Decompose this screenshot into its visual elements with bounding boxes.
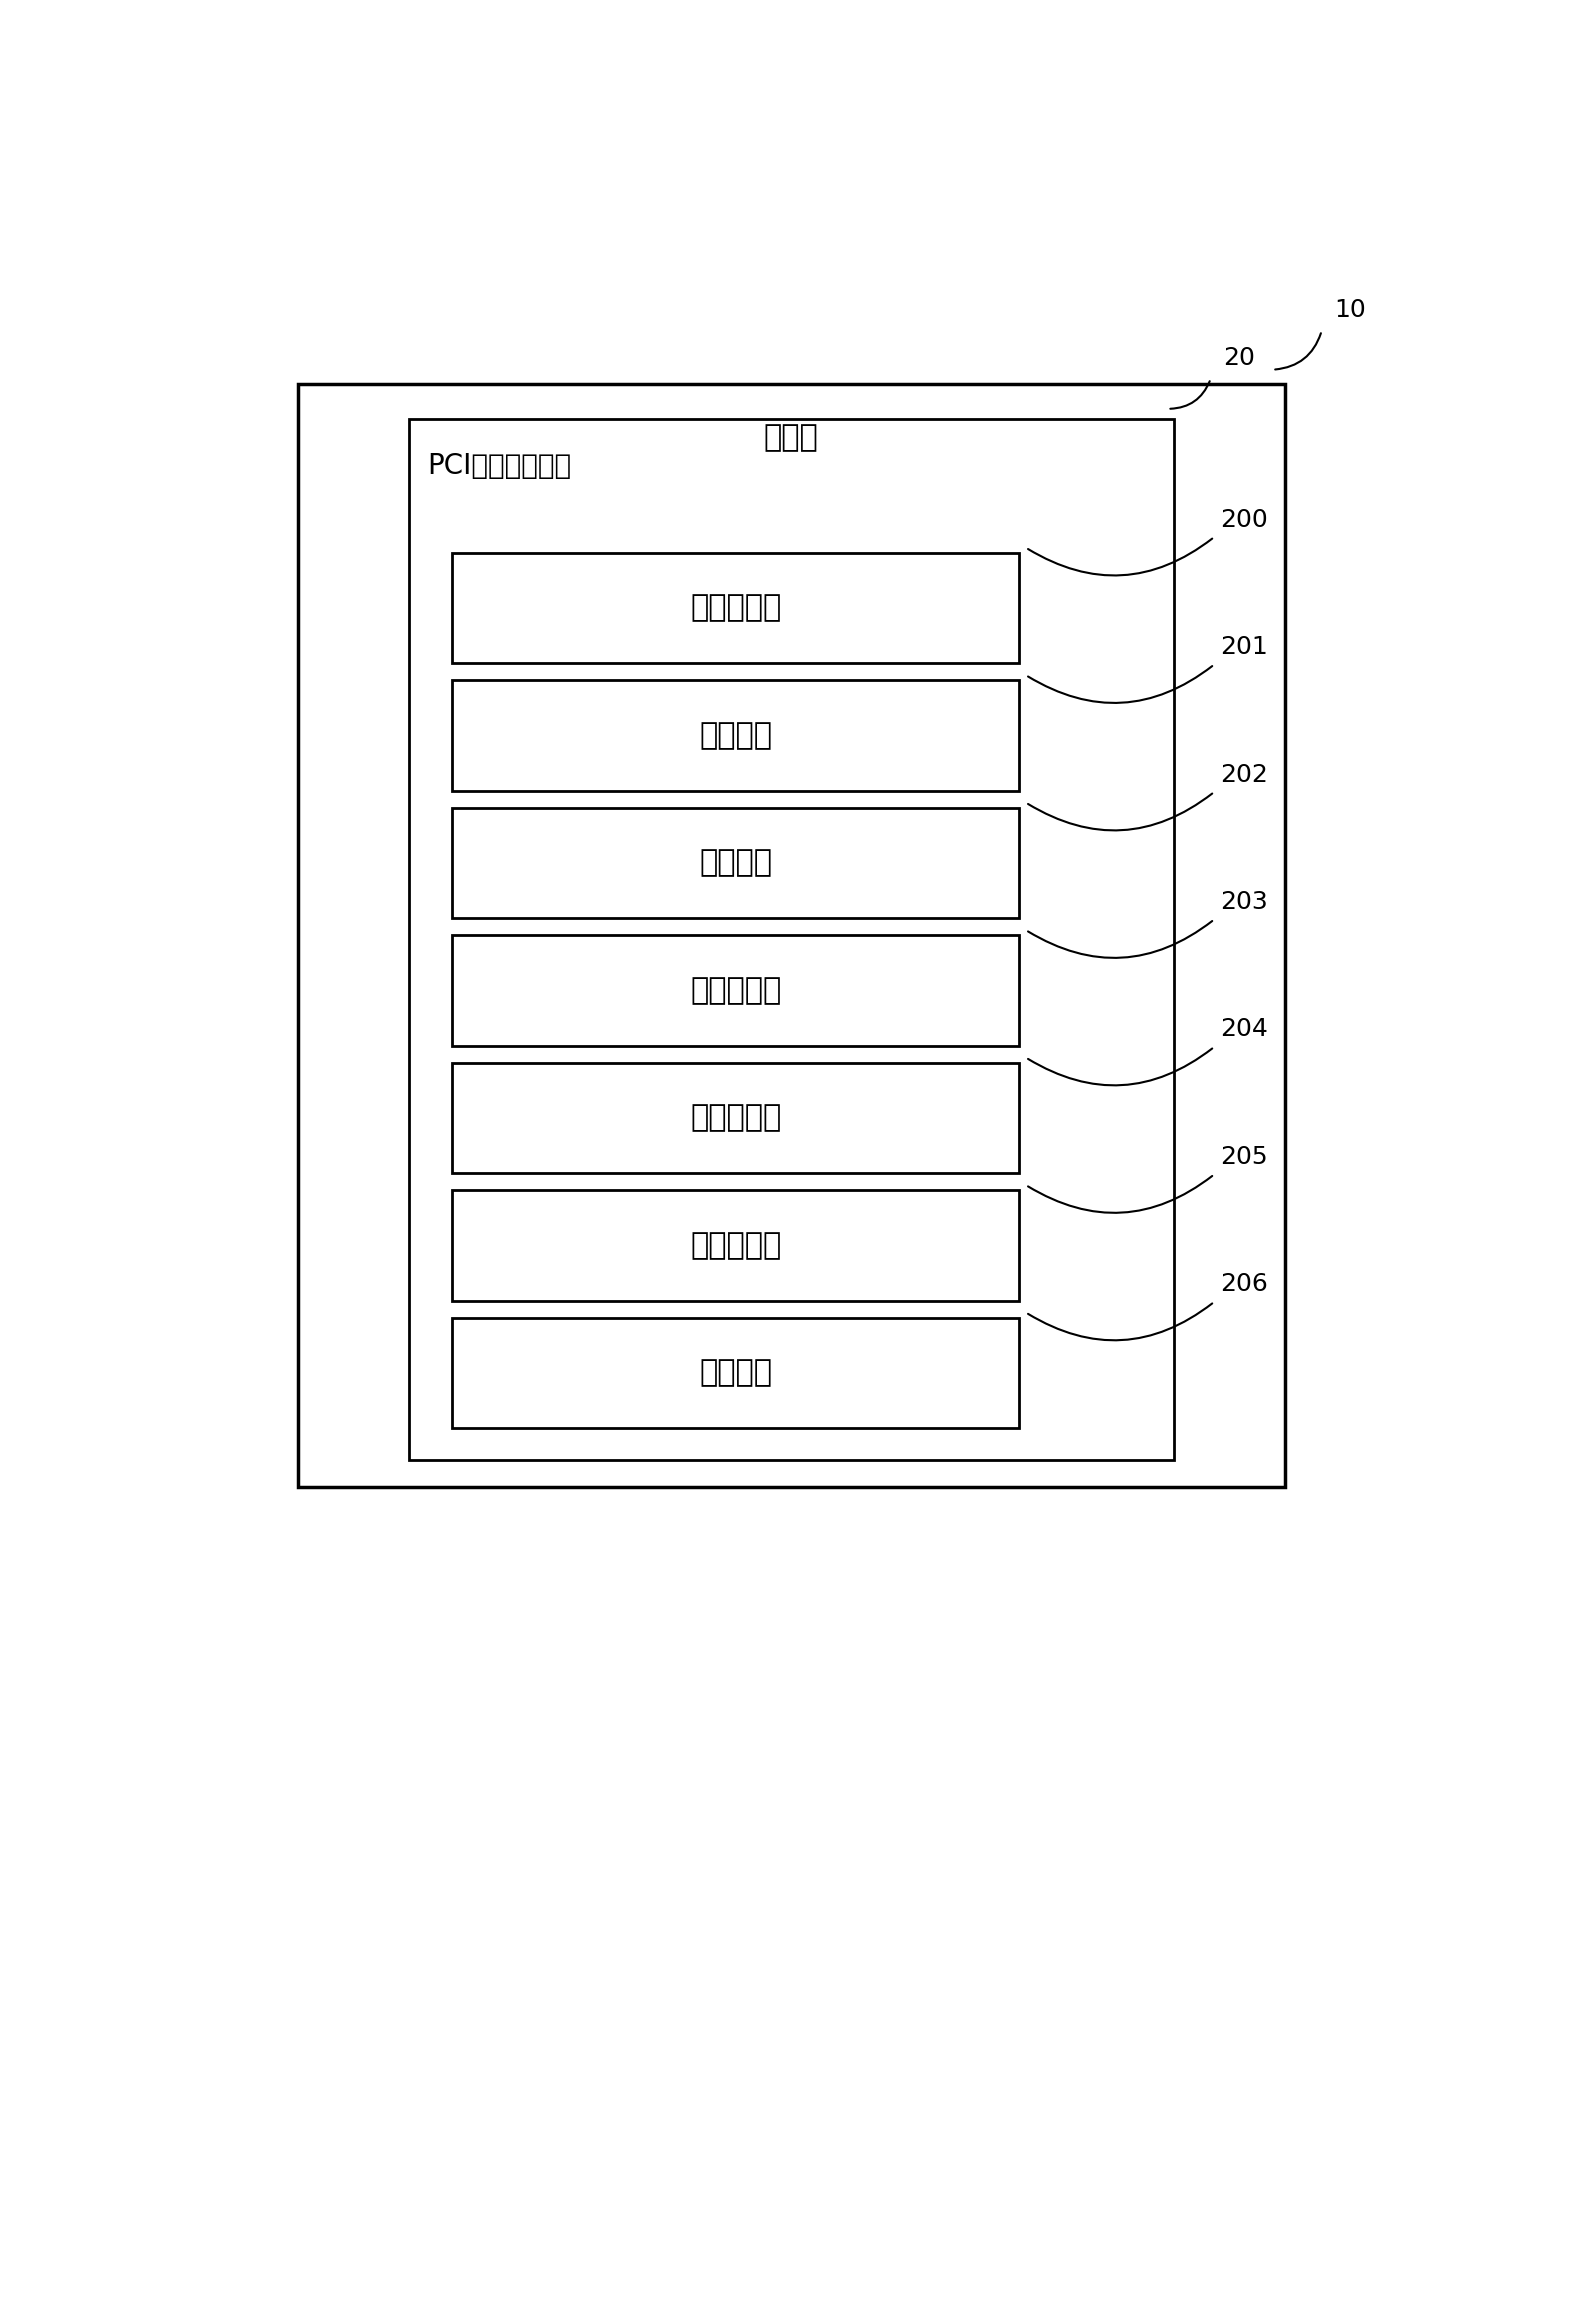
Bar (452, 681, 1019, 790)
Text: 判断模块一: 判断模块一 (689, 975, 782, 1005)
Text: 获取模块二: 获取模块二 (689, 1231, 782, 1259)
Bar (409, 420, 1173, 1460)
Bar (452, 1317, 1019, 1428)
Text: PCI资源遍历系统: PCI资源遍历系统 (427, 450, 572, 480)
Text: 203: 203 (1221, 889, 1269, 915)
Text: 200: 200 (1221, 508, 1269, 531)
Bar (452, 1063, 1019, 1173)
Bar (452, 808, 1019, 917)
Bar (452, 552, 1019, 663)
Text: 编辑模块: 编辑模块 (699, 1358, 772, 1388)
Text: 计算机: 计算机 (764, 423, 818, 453)
Text: 判断模块二: 判断模块二 (689, 1104, 782, 1132)
Text: 204: 204 (1221, 1016, 1269, 1042)
Text: 206: 206 (1221, 1273, 1269, 1296)
Bar (298, 383, 1285, 1488)
Text: 扫描模块: 扫描模块 (699, 721, 772, 751)
Text: 201: 201 (1221, 635, 1269, 658)
Text: 记录模块: 记录模块 (699, 848, 772, 878)
Text: 205: 205 (1221, 1146, 1269, 1169)
Bar (452, 936, 1019, 1046)
Text: 10: 10 (1334, 298, 1366, 321)
Text: 20: 20 (1223, 346, 1254, 370)
Text: 获取模块一: 获取模块一 (689, 594, 782, 621)
Text: 202: 202 (1221, 762, 1269, 785)
Bar (452, 1190, 1019, 1301)
